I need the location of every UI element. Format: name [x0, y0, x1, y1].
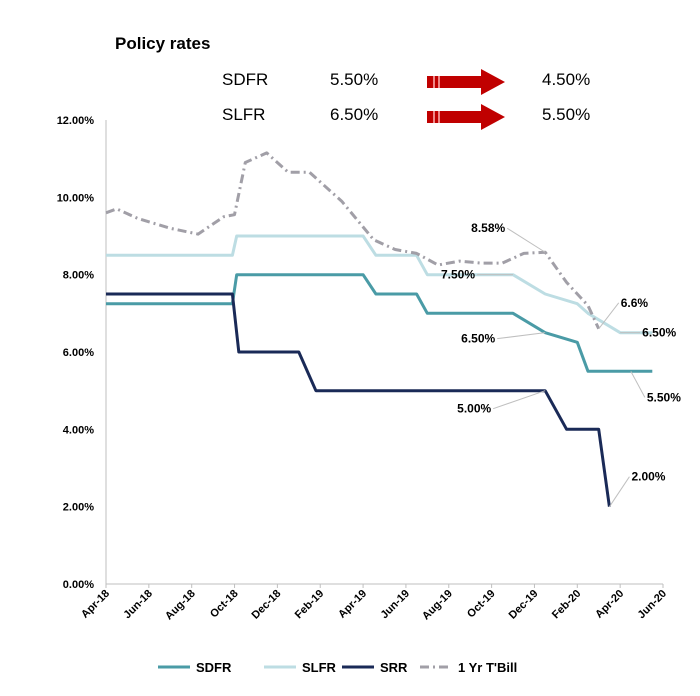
annotation-leader — [598, 302, 620, 330]
annotation-label: 6.50% — [461, 332, 495, 346]
legend-label: SRR — [380, 660, 408, 675]
annotation-label: 5.50% — [647, 390, 681, 404]
y-tick-label: 4.00% — [63, 424, 94, 436]
x-tick-label: Feb-20 — [550, 588, 584, 622]
x-tick-label: Jun-20 — [636, 588, 670, 622]
x-tick-label: Aug-19 — [420, 588, 455, 623]
annotation-leader — [493, 390, 546, 410]
y-tick-label: 6.00% — [63, 347, 94, 359]
annotation-label: 6.6% — [621, 296, 649, 310]
annotation-leader — [497, 332, 546, 340]
annotation-label: 8.58% — [471, 221, 505, 235]
policy-row-sdfr: SDFR 5.50% 4.50% — [222, 69, 642, 96]
y-tick-label: 2.00% — [63, 502, 94, 514]
annotation-label: 7.50% — [441, 268, 475, 282]
policy-from-sdfr: 5.50% — [330, 70, 379, 89]
annotation-leader — [609, 476, 630, 507]
x-tick-label: Oct-19 — [465, 588, 498, 621]
policy-name-sdfr: SDFR — [222, 70, 269, 89]
policy-to-slfr: 5.50% — [542, 105, 591, 124]
policy-rates-title: Policy rates — [115, 34, 211, 53]
series-line-srr — [106, 292, 611, 507]
annotation-label: 5.00% — [457, 402, 491, 416]
policy-to-sdfr: 4.50% — [542, 70, 591, 89]
y-tick-label: 0.00% — [63, 579, 94, 591]
series-line-slfr — [106, 234, 653, 335]
x-tick-label: Apr-20 — [593, 588, 626, 621]
series-line-sdfr — [106, 273, 653, 373]
annotation-label: 6.50% — [642, 326, 676, 340]
x-tick-label: Aug-18 — [163, 588, 198, 623]
x-tick-label: Jun-18 — [121, 588, 155, 622]
legend-label: SLFR — [302, 660, 337, 675]
x-tick-label: Feb-19 — [293, 588, 327, 622]
x-tick-label: Dec-19 — [507, 588, 541, 622]
annotation-leader — [506, 227, 546, 253]
series-line-1-yr-t-bill — [105, 151, 601, 330]
annotation-leader — [630, 371, 646, 398]
y-tick-label: 8.00% — [63, 270, 94, 282]
x-tick-label: Apr-19 — [336, 588, 369, 621]
red-arrow-icon — [427, 104, 505, 130]
legend-label: 1 Yr T'Bill — [458, 660, 517, 675]
y-tick-label: 12.00% — [57, 115, 95, 127]
x-tick-label: Apr-18 — [79, 588, 112, 621]
red-arrow-icon — [427, 69, 505, 95]
legend-label: SDFR — [196, 660, 232, 675]
x-tick-label: Oct-18 — [208, 588, 241, 621]
y-tick-label: 10.00% — [57, 192, 95, 204]
policy-from-slfr: 6.50% — [330, 105, 379, 124]
annotation-label: 2.00% — [631, 470, 665, 484]
x-tick-label: Jun-19 — [378, 588, 412, 622]
x-tick-label: Dec-18 — [250, 588, 284, 622]
policy-name-slfr: SLFR — [222, 105, 266, 124]
policy-row-slfr: SLFR 6.50% 5.50% — [222, 104, 642, 131]
